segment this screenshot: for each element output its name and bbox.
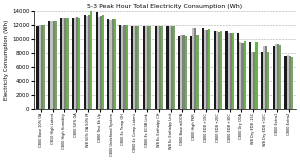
Bar (202, 28, 204, 109)
Bar (253, 52, 255, 109)
Bar (114, 19, 116, 109)
Bar (95, 12, 98, 109)
Bar (133, 26, 135, 109)
Bar (244, 41, 246, 109)
Bar (242, 43, 244, 109)
Bar (249, 42, 251, 109)
Bar (66, 18, 69, 109)
Bar (291, 57, 293, 109)
Bar (184, 36, 187, 109)
Bar (147, 26, 149, 109)
Bar (64, 18, 66, 109)
Bar (182, 35, 184, 109)
Bar (255, 42, 258, 109)
Bar (36, 26, 39, 109)
Bar (190, 36, 192, 109)
Bar (55, 21, 57, 109)
Bar (154, 26, 157, 109)
Bar (208, 29, 210, 109)
Bar (135, 26, 137, 109)
Bar (143, 26, 145, 109)
Bar (121, 26, 123, 109)
Bar (48, 21, 50, 109)
Bar (62, 18, 64, 109)
Bar (239, 42, 242, 109)
Bar (102, 16, 104, 109)
Bar (88, 16, 90, 109)
Bar (194, 28, 196, 109)
Bar (52, 21, 55, 109)
Bar (251, 52, 253, 109)
Bar (159, 26, 161, 109)
Bar (232, 33, 234, 109)
Bar (72, 18, 74, 109)
Bar (178, 36, 180, 109)
Bar (273, 46, 275, 109)
Bar (214, 31, 216, 109)
Bar (279, 45, 281, 109)
Bar (196, 35, 199, 109)
Bar (84, 16, 86, 109)
Bar (167, 26, 169, 109)
Bar (289, 56, 291, 109)
Bar (50, 21, 52, 109)
Bar (131, 26, 133, 109)
Bar (41, 24, 43, 109)
Bar (218, 32, 220, 109)
Bar (98, 16, 100, 109)
Bar (192, 28, 194, 109)
Bar (261, 52, 263, 109)
Bar (230, 33, 232, 109)
Bar (263, 46, 265, 109)
Bar (173, 26, 175, 109)
Bar (119, 25, 121, 109)
Bar (169, 26, 171, 109)
Bar (145, 26, 147, 109)
Bar (74, 18, 76, 109)
Bar (237, 33, 239, 109)
Bar (43, 25, 45, 109)
Bar (125, 25, 128, 109)
Bar (86, 16, 88, 109)
Y-axis label: Electricity Consumption (Wh): Electricity Consumption (Wh) (4, 20, 9, 100)
Bar (100, 16, 102, 109)
Bar (112, 19, 114, 109)
Bar (206, 31, 208, 109)
Bar (216, 31, 218, 109)
Bar (225, 31, 228, 109)
Bar (284, 56, 286, 109)
Bar (137, 26, 140, 109)
Bar (149, 26, 151, 109)
Bar (107, 19, 110, 109)
Bar (204, 31, 206, 109)
Bar (286, 55, 289, 109)
Bar (78, 18, 80, 109)
Bar (110, 20, 112, 109)
Bar (228, 33, 230, 109)
Bar (275, 44, 277, 109)
Bar (157, 26, 159, 109)
Bar (220, 31, 222, 109)
Bar (171, 26, 173, 109)
Bar (277, 44, 279, 109)
Bar (123, 25, 125, 109)
Bar (60, 18, 62, 109)
Bar (39, 25, 41, 109)
Title: 5-3 Peak Hour Total Electricity Consumption (Wh): 5-3 Peak Hour Total Electricity Consumpt… (87, 4, 242, 9)
Bar (265, 46, 267, 109)
Bar (90, 11, 92, 109)
Bar (161, 26, 163, 109)
Bar (180, 35, 182, 109)
Bar (76, 17, 78, 109)
Bar (267, 52, 269, 109)
